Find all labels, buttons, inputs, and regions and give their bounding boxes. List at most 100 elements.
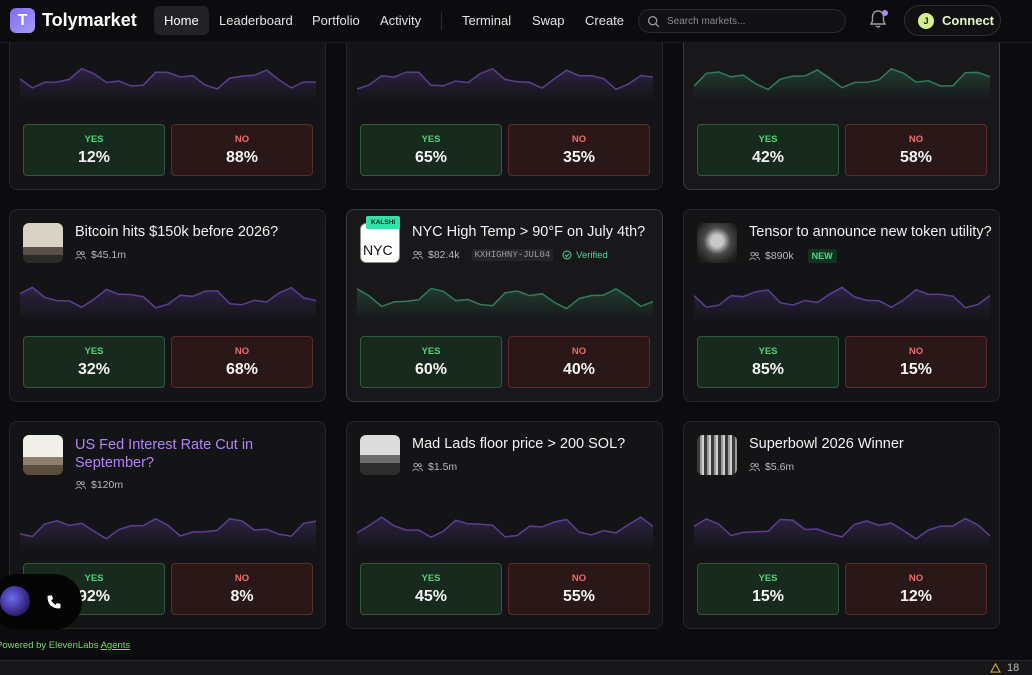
users-icon <box>75 480 86 490</box>
market-thumbnail <box>360 435 400 475</box>
price-sparkline <box>20 286 316 320</box>
agent-avatar <box>0 586 30 616</box>
market-thumbnail <box>23 223 63 263</box>
no-label: NO <box>908 345 924 357</box>
market-card[interactable]: Mad Lads floor price > 200 SOL? $1.5m YE… <box>346 421 663 629</box>
nav-swap[interactable]: Swap <box>532 13 565 28</box>
market-title[interactable]: US Fed Interest Rate Cut in September? <box>75 437 254 471</box>
users-icon <box>75 250 86 260</box>
yes-label: YES <box>84 133 104 145</box>
yes-percent: 32% <box>77 360 111 378</box>
bell-icon <box>869 10 887 28</box>
users-icon <box>749 251 760 261</box>
market-card[interactable]: KALSHI NYC NYC High Temp > 90°F on July … <box>346 209 663 402</box>
search-input[interactable] <box>667 15 837 27</box>
voice-agent-widget[interactable] <box>0 574 82 630</box>
no-label: NO <box>234 133 250 145</box>
yes-label: YES <box>758 133 778 145</box>
nav-activity[interactable]: Activity <box>380 13 422 28</box>
agents-link[interactable]: Agents <box>100 640 131 651</box>
yes-label: YES <box>421 572 441 584</box>
kalshi-badge: KALSHI <box>366 216 401 229</box>
no-button[interactable]: NO 68% <box>171 336 313 388</box>
no-button[interactable]: NO 40% <box>508 336 650 388</box>
yes-button[interactable]: YES 42% <box>697 124 839 176</box>
brand-name[interactable]: Tolymarket <box>42 10 137 30</box>
yes-button[interactable]: YES 45% <box>360 563 502 615</box>
yes-button[interactable]: YES 85% <box>697 336 839 388</box>
verified-icon <box>562 250 572 260</box>
market-title[interactable]: Mad Lads floor price > 200 SOL? <box>412 436 626 452</box>
yes-button[interactable]: YES 12% <box>23 124 165 176</box>
market-title[interactable]: Superbowl 2026 Winner <box>749 436 904 452</box>
market-card[interactable]: Superbowl 2026 Winner $5.6m YES 15% NO 12% <box>683 421 1000 629</box>
no-button[interactable]: NO 12% <box>845 563 987 615</box>
logo-icon[interactable]: T <box>10 8 35 33</box>
market-card[interactable]: Bitcoin hits $150k before 2026? $45.1m Y… <box>9 209 326 402</box>
sparkline-line <box>694 67 990 91</box>
no-percent: 35% <box>562 148 596 166</box>
sparkline-line <box>694 517 990 540</box>
wallet-avatar: J <box>918 12 934 29</box>
yes-button[interactable]: YES 15% <box>697 563 839 615</box>
notifications-button[interactable] <box>869 9 889 31</box>
phone-icon[interactable] <box>46 594 62 610</box>
nav-home[interactable]: Home <box>154 6 209 35</box>
no-button[interactable]: NO 88% <box>171 124 313 176</box>
no-button[interactable]: NO 8% <box>171 563 313 615</box>
powered-by-text: Powered by ElevenLabs Agents <box>0 640 130 651</box>
market-title[interactable]: NYC High Temp > 90°F on July 4th? <box>412 224 646 240</box>
market-title[interactable]: Tensor to announce new token utility? <box>749 224 992 240</box>
nav-terminal[interactable]: Terminal <box>462 13 512 28</box>
price-sparkline <box>20 517 316 550</box>
nav-leaderboard[interactable]: Leaderboard <box>219 13 293 28</box>
market-volume: $45.1m <box>91 249 127 261</box>
sparkline-area <box>20 518 316 550</box>
connect-button[interactable]: J Connect <box>904 5 1001 36</box>
no-percent: 88% <box>225 148 259 166</box>
powered-prefix: Powered by ElevenLabs <box>0 640 99 651</box>
no-percent: 40% <box>562 360 596 378</box>
search-bar[interactable] <box>638 9 846 33</box>
market-volume: $890k <box>765 250 794 262</box>
market-meta: $890k NEW <box>749 249 837 263</box>
sparkline-line <box>20 286 316 309</box>
market-volume: $1.5m <box>428 461 458 473</box>
search-icon <box>647 15 660 27</box>
verified-status: Verified <box>562 250 608 261</box>
price-sparkline <box>357 67 653 101</box>
market-ticker: KXHIGHNY-JUL04 <box>471 249 554 261</box>
no-button[interactable]: NO 35% <box>508 124 650 176</box>
yes-percent: 12% <box>77 148 111 166</box>
yes-label: YES <box>758 572 778 584</box>
yes-button[interactable]: YES 60% <box>360 336 502 388</box>
yes-button[interactable]: YES 32% <box>23 336 165 388</box>
sparkline-area <box>694 518 990 550</box>
no-button[interactable]: NO 15% <box>845 336 987 388</box>
yes-button[interactable]: YES 65% <box>360 124 502 176</box>
yes-label: YES <box>421 345 441 357</box>
market-meta: $120m <box>75 479 123 491</box>
verified-label: Verified <box>576 249 608 261</box>
no-label: NO <box>571 572 587 584</box>
nav-portfolio[interactable]: Portfolio <box>312 13 360 28</box>
market-meta: $5.6m <box>749 461 794 473</box>
alert-indicator[interactable]: 18 <box>990 662 1019 674</box>
market-meta: $45.1m <box>75 249 126 261</box>
no-label: NO <box>571 133 587 145</box>
market-title[interactable]: Bitcoin hits $150k before 2026? <box>75 224 279 240</box>
no-percent: 55% <box>562 587 596 605</box>
sparkline-line <box>694 286 990 309</box>
no-percent: 8% <box>230 587 254 605</box>
nav-divider <box>441 12 442 30</box>
sparkline-area <box>20 287 316 320</box>
price-sparkline <box>694 286 990 320</box>
market-card[interactable]: Tensor to announce new token utility? $8… <box>683 209 1000 402</box>
nav-create[interactable]: Create <box>585 13 625 28</box>
no-percent: 58% <box>899 148 933 166</box>
no-button[interactable]: NO 58% <box>845 124 987 176</box>
no-button[interactable]: NO 55% <box>508 563 650 615</box>
yes-percent: 60% <box>414 360 448 378</box>
no-label: NO <box>234 572 250 584</box>
no-label: NO <box>908 133 924 145</box>
